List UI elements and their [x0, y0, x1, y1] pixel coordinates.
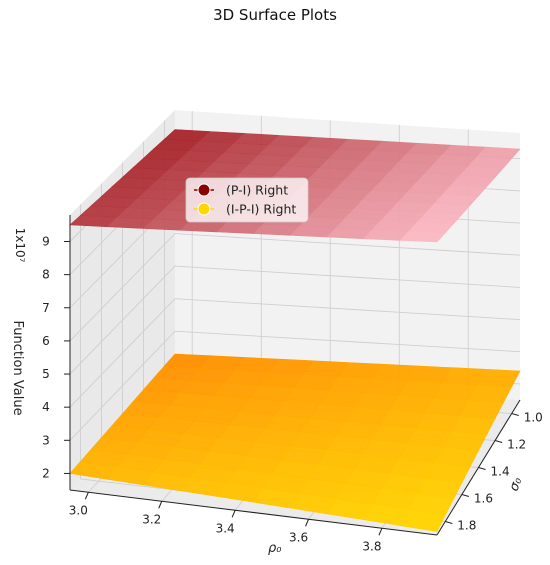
z-multiplier-label: 1x10⁷ [13, 228, 27, 263]
y-tick-mark [478, 467, 486, 470]
x-tick-label: 3.0 [69, 503, 88, 517]
x-tick-mark [305, 519, 310, 527]
y-tick-mark [494, 440, 503, 443]
z-tick-label: 8 [42, 268, 50, 282]
z-tick-label: 6 [42, 334, 50, 348]
x-tick-mark [158, 501, 163, 509]
x-tick-mark [231, 510, 236, 518]
y-tick-label: 1.2 [507, 438, 526, 452]
legend-label: (I-P-I) Right [226, 202, 296, 217]
x-tick-label: 3.2 [142, 512, 161, 526]
axis-labels: ρ₀ σ₀ Function Value 1x10⁷ [10, 228, 526, 556]
y-tick-mark [461, 494, 470, 497]
grid-line-z [69, 265, 521, 375]
y-tick-label: 1.6 [474, 492, 493, 506]
legend-marker [197, 183, 211, 197]
grid-line-z [69, 298, 521, 408]
z-tick-label: 9 [42, 235, 50, 249]
y-tick-label: 1.0 [524, 411, 543, 425]
z-tick-label: 5 [42, 367, 50, 381]
legend: (P-I) Right (I-P-I) Right [185, 177, 309, 223]
y-tick-mark [511, 413, 519, 416]
grid-line-z [69, 233, 521, 342]
x-tick-label: 3.8 [362, 539, 381, 553]
x-axis-line [69, 489, 438, 536]
surface-2 [69, 353, 521, 532]
z-tick-label: 3 [42, 433, 50, 447]
x-tick-label: 3.6 [289, 530, 308, 544]
y-tick-mark [445, 521, 453, 524]
chart-title: 3D Surface Plots [213, 6, 337, 24]
y-tick-label: 1.4 [491, 465, 510, 479]
z-tick-label: 2 [42, 466, 50, 480]
z-tick-label: 4 [42, 400, 50, 414]
surface-cell [399, 509, 446, 532]
x-axis-label: ρ₀ [268, 541, 282, 556]
axes: 3.0 3.2 3.4 3.6 3.8 1.0 1.2 1.4 1.6 1.8 2 3 4 5 6 7 8 9 [42, 215, 543, 553]
legend-box [185, 177, 309, 223]
legend-marker [197, 202, 211, 216]
x-tick-mark [378, 528, 383, 536]
grid-line-z [69, 330, 521, 441]
legend-label: (P-I) Right [226, 183, 288, 198]
x-tick-mark [84, 492, 89, 500]
x-tick-label: 3.4 [216, 521, 235, 535]
surface-cell [399, 230, 446, 243]
y-axis-label: σ₀ [507, 475, 526, 494]
z-axis-label: Function Value [10, 320, 25, 415]
z-tick-label: 7 [42, 301, 50, 315]
y-tick-label: 1.8 [457, 519, 476, 533]
surface-cell [408, 221, 455, 234]
